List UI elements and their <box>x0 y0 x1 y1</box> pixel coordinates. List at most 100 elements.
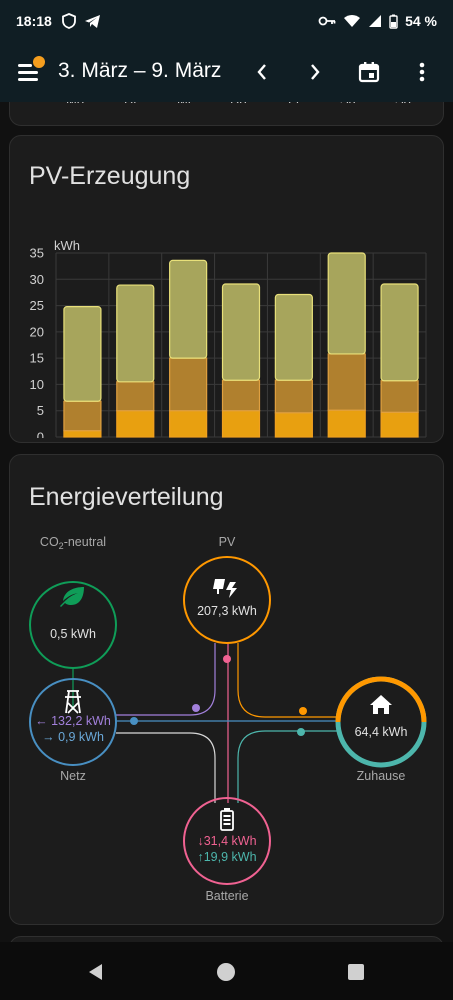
flow-dot <box>223 655 231 663</box>
grid-import-flow-line <box>116 643 216 716</box>
app-bar: 3. März – 9. März <box>0 42 453 102</box>
vpn-key-icon <box>318 16 336 26</box>
telegram-icon <box>84 14 100 28</box>
solar-power-icon <box>213 579 237 598</box>
bar-segment[interactable] <box>169 357 208 412</box>
grid-export-value: → 0,9 kWh <box>42 730 104 744</box>
notification-dot <box>33 56 45 68</box>
battery-node-label: Batterie <box>205 889 248 903</box>
bar-segment[interactable] <box>116 381 155 412</box>
y-tick-label: 35 <box>30 246 44 261</box>
bar-segment[interactable] <box>116 410 155 438</box>
next-period-button[interactable] <box>303 60 327 84</box>
grid-import-value: ← 132,2 kWh <box>35 714 111 728</box>
bar-segment[interactable] <box>221 283 261 381</box>
bar-segment[interactable] <box>380 283 419 382</box>
flow-dot <box>130 717 138 725</box>
card-title: PV-Erzeugung <box>29 162 191 190</box>
calendar-icon <box>358 62 380 83</box>
more-options-button[interactable] <box>410 60 434 84</box>
bar-segment[interactable] <box>274 379 313 414</box>
pv-node[interactable]: 207,3 kWh <box>183 556 271 644</box>
bar-segment[interactable] <box>116 284 155 383</box>
y-tick-label: 30 <box>30 272 44 287</box>
bar-segment[interactable] <box>327 409 366 438</box>
y-tick-label: 5 <box>37 403 44 418</box>
bar-segment[interactable] <box>63 400 102 432</box>
menu-button[interactable] <box>18 56 45 84</box>
bar-segment[interactable] <box>63 306 102 402</box>
bar-segment[interactable] <box>274 412 313 438</box>
bar-segment[interactable] <box>221 410 261 438</box>
day-label: Mo <box>66 102 84 103</box>
shield-icon <box>61 13 76 29</box>
y-tick-label: 20 <box>30 324 44 339</box>
bar-segment[interactable] <box>327 353 366 411</box>
co2-value: 0,5 kWh <box>50 627 96 641</box>
battery-home-flow-line <box>237 730 340 803</box>
day-label: Sa <box>340 102 356 103</box>
day-label: Di <box>124 102 136 103</box>
energy-distribution-card: Energieverteilung CO2-neutral 0,5 kWh <box>9 454 444 925</box>
day-label: So <box>395 102 411 103</box>
menu-icon-line <box>18 78 38 81</box>
wifi-icon <box>344 15 361 27</box>
flow-dot <box>192 704 200 712</box>
y-axis-label: kWh <box>54 238 80 253</box>
flow-dot <box>297 728 305 736</box>
home-button[interactable] <box>216 962 236 982</box>
grid-node-label: Netz <box>60 769 86 783</box>
battery-icon <box>389 14 398 29</box>
grid-battery-flow-line <box>116 732 216 803</box>
menu-icon <box>18 64 32 67</box>
back-button[interactable] <box>86 962 106 982</box>
transmission-tower-icon <box>65 690 81 714</box>
previous-period-button[interactable] <box>250 60 274 84</box>
home-icon <box>370 695 392 714</box>
recents-button[interactable] <box>346 962 366 982</box>
day-label: Do <box>230 102 247 103</box>
bar-segment[interactable] <box>327 252 366 355</box>
menu-icon-line <box>18 71 38 74</box>
chevron-left-icon <box>257 64 266 80</box>
bar-segment[interactable] <box>380 411 419 438</box>
calendar-button[interactable] <box>357 60 381 84</box>
battery-discharge-value: ↓31,4 kWh <box>197 834 256 848</box>
pv-value: 207,3 kWh <box>197 604 257 618</box>
flow-dot <box>299 707 307 715</box>
status-bar: 18:18 54 % <box>0 0 453 42</box>
battery-node[interactable]: ↓31,4 kWh ↑19,9 kWh <box>183 797 271 885</box>
bar-segment[interactable] <box>169 410 208 438</box>
leaf-icon <box>60 587 84 607</box>
chevron-right-icon <box>311 64 320 80</box>
y-tick-label: 10 <box>30 377 44 392</box>
y-tick-label: 0 <box>37 430 44 439</box>
bar-segment[interactable] <box>221 379 261 412</box>
pv-home-flow-line <box>237 643 340 718</box>
dashboard-content[interactable]: Mo Di Mi Do Fr Sa So PV-Erzeugung kWh 0 5 1… <box>0 102 453 942</box>
status-time: 18:18 <box>16 13 52 29</box>
battery-percentage: 54 % <box>405 13 437 29</box>
bar-segment[interactable] <box>274 293 313 381</box>
home-node-label: Zuhause <box>357 769 406 783</box>
bar-segment[interactable] <box>380 380 419 413</box>
grid-node[interactable]: ← 132,2 kWh → 0,9 kWh <box>29 678 117 766</box>
bar-segment[interactable] <box>63 430 102 438</box>
bar-segment[interactable] <box>169 259 208 359</box>
home-value: 64,4 kWh <box>355 725 408 739</box>
y-tick-label: 25 <box>30 298 44 313</box>
previous-chart-card: Mo Di Mi Do Fr Sa So <box>9 102 444 126</box>
co2-node-label: CO2-neutral <box>40 535 106 551</box>
energy-flow-diagram[interactable]: CO2-neutral 0,5 kWh PV 207,3 kWh <box>10 525 444 925</box>
home-node[interactable]: 64,4 kWh <box>335 676 427 768</box>
battery-charge-value: ↑19,9 kWh <box>197 850 256 864</box>
card-title: Energieverteilung <box>29 483 224 511</box>
day-label: Fr <box>288 102 300 103</box>
battery-icon <box>220 808 234 831</box>
y-tick-label: 15 <box>30 351 44 366</box>
pv-generation-card: PV-Erzeugung kWh05101520253035MoDiMiDoFr… <box>9 135 444 443</box>
signal-icon <box>369 15 382 27</box>
pv-generation-chart[interactable]: kWh05101520253035MoDiMiDoFrSaSo <box>10 198 444 438</box>
pv-node-label: PV <box>219 535 236 549</box>
co2-node[interactable]: 0,5 kWh <box>29 581 117 669</box>
